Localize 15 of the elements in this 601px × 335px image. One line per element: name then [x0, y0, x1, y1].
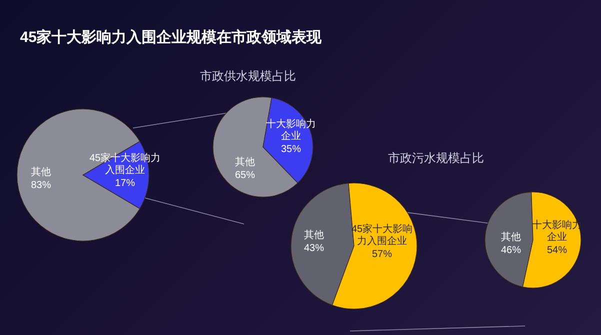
data-label: 17%	[114, 178, 136, 189]
data-label: 65%	[234, 170, 256, 181]
data-label: 43%	[304, 243, 324, 254]
chart-title: 市政供水规模占比	[200, 68, 296, 85]
slice-label: 其他	[304, 229, 324, 241]
data-label: 83%	[30, 180, 52, 191]
chart-title: 45家十大影响力入围企业规模在市政领域表现	[20, 28, 322, 47]
data-label: 46%	[500, 245, 522, 256]
data-label: 35%	[280, 144, 302, 155]
slice-label: 其他	[501, 231, 521, 243]
chart-title: 市政污水规模占比	[388, 150, 484, 167]
slice-label: 其他	[31, 166, 51, 178]
data-label: 54%	[546, 245, 568, 256]
data-label: 57%	[372, 249, 392, 260]
slice-label: 其他	[235, 156, 255, 168]
